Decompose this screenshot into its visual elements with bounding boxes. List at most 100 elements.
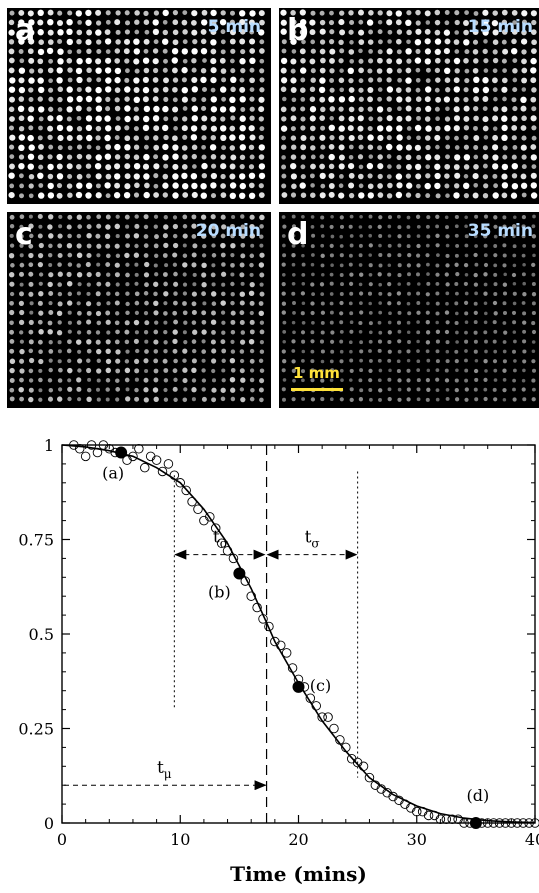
spot (387, 263, 392, 268)
spot (281, 48, 287, 54)
spot (405, 105, 412, 112)
spot (357, 125, 364, 132)
spot (368, 49, 373, 54)
spot (183, 320, 188, 325)
spot (162, 124, 169, 132)
spot (416, 368, 421, 372)
spot (511, 310, 517, 315)
spot (348, 182, 355, 189)
spot (340, 282, 344, 287)
spot (405, 87, 412, 93)
spot (406, 282, 411, 286)
spot (531, 125, 537, 131)
spot (67, 252, 73, 258)
spot (290, 10, 296, 16)
spot (239, 125, 246, 132)
spot (416, 234, 421, 238)
spot (435, 125, 441, 132)
spot (530, 144, 537, 150)
spot (163, 368, 169, 373)
spot (124, 359, 130, 364)
spot (530, 67, 537, 74)
spot (230, 387, 236, 393)
spot (9, 281, 15, 287)
spot (396, 144, 403, 151)
spot (397, 263, 402, 268)
spot (240, 224, 246, 230)
spot (48, 96, 54, 102)
spot (463, 135, 469, 140)
spot (387, 39, 392, 44)
spot (211, 20, 217, 26)
spot (464, 273, 469, 277)
spot (291, 397, 296, 402)
spot (281, 272, 286, 277)
spot (472, 173, 479, 180)
spot (249, 48, 256, 54)
spot (200, 38, 207, 45)
spot (290, 38, 297, 45)
spot (239, 300, 245, 306)
spot (492, 77, 498, 84)
spot (435, 311, 440, 316)
spot (386, 77, 392, 83)
spot (47, 154, 53, 160)
spot (37, 261, 44, 268)
spot (521, 154, 527, 160)
spot (300, 106, 306, 112)
spot (512, 301, 517, 306)
spot (358, 48, 363, 54)
spot (76, 126, 83, 132)
spot (511, 48, 518, 55)
spot (221, 262, 226, 267)
spot (38, 183, 44, 188)
spot (359, 368, 364, 373)
data-point (317, 712, 327, 722)
spot (239, 291, 246, 297)
spot (153, 300, 159, 306)
spot (182, 397, 188, 403)
spot (358, 96, 364, 102)
spot (19, 358, 25, 364)
spot (67, 233, 72, 239)
spot (329, 29, 335, 35)
data-point (134, 444, 144, 454)
spot (86, 310, 92, 316)
spot (349, 58, 355, 64)
spot (86, 77, 92, 83)
spot (162, 19, 168, 25)
spot (329, 301, 334, 306)
spot (483, 58, 489, 64)
spot (38, 39, 44, 45)
spot (377, 10, 383, 16)
spot (76, 330, 82, 335)
spot (386, 125, 393, 132)
spot (85, 124, 93, 132)
spot (239, 86, 246, 93)
spot (493, 349, 498, 354)
spot (77, 20, 82, 25)
spot (249, 253, 255, 259)
spot (201, 162, 208, 170)
spot (240, 281, 245, 286)
spot (281, 234, 286, 238)
spot (172, 262, 178, 267)
spot (502, 68, 507, 73)
spot (386, 58, 393, 64)
spot (134, 300, 140, 306)
spot (181, 87, 188, 94)
spot (377, 224, 382, 230)
spot (124, 252, 130, 259)
spot (521, 301, 526, 305)
spot (368, 339, 373, 344)
scale-bar (291, 388, 343, 391)
spot (95, 192, 102, 199)
data-point (264, 621, 274, 632)
spot (220, 173, 226, 180)
spot (396, 134, 403, 141)
data-point (341, 742, 351, 753)
spot (8, 191, 15, 199)
spot (300, 97, 306, 102)
spot (425, 144, 431, 151)
spot (239, 339, 246, 345)
